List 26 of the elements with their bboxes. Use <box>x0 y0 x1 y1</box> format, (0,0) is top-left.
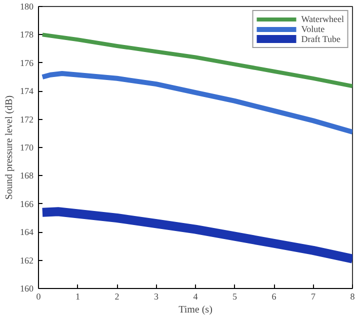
y-tick-label: 172 <box>20 114 34 124</box>
y-axis-title: Sound pressure level (dB) <box>4 95 15 200</box>
x-tick-label: 7 <box>311 292 316 302</box>
x-axis-title: Time (s) <box>178 304 212 316</box>
x-tick-label: 3 <box>154 292 159 302</box>
y-tick-label: 176 <box>20 58 34 68</box>
y-tick-label: 170 <box>20 142 34 152</box>
y-tick-label: 178 <box>20 30 34 40</box>
x-tick-label: 2 <box>114 292 120 302</box>
y-tick-label: 174 <box>20 86 34 96</box>
legend-label: Volute <box>301 24 325 34</box>
y-tick-label: 162 <box>20 255 34 266</box>
y-tick-label: 160 <box>20 284 34 294</box>
legend-label: Waterwheel <box>301 14 344 24</box>
x-tick-label: 0 <box>36 292 42 302</box>
y-tick-label: 168 <box>20 170 34 181</box>
y-tick-label: 164 <box>20 227 34 238</box>
x-tick-label: 5 <box>232 292 238 302</box>
legend-label: Draft Tube <box>301 34 341 44</box>
x-tick-label: 8 <box>350 292 356 302</box>
x-tick-label: 4 <box>193 292 198 302</box>
y-tick-label: 166 <box>20 198 34 209</box>
x-tick-label: 6 <box>272 292 277 302</box>
line-series <box>40 32 352 88</box>
y-tick-label: 180 <box>20 2 34 12</box>
x-tick-label: 1 <box>76 292 80 302</box>
